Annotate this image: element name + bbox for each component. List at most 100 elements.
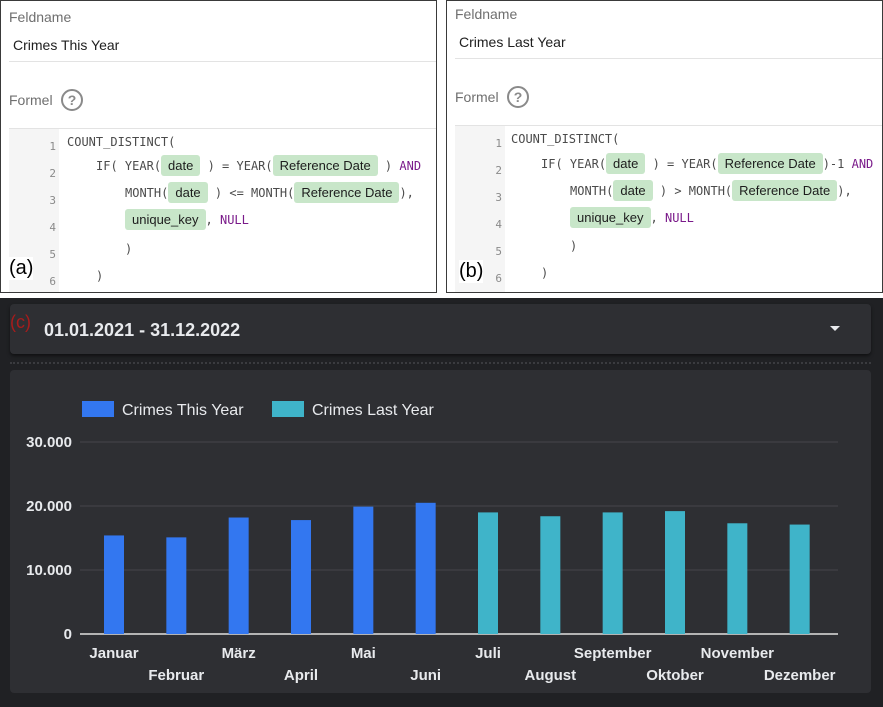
field-chip-unique-key[interactable]: unique_key <box>570 207 651 228</box>
code-line-1: COUNT_DISTINCT( <box>511 132 619 146</box>
formula-panel-b: Feldname Crimes Last Year Formel ? 1 2 3… <box>446 0 883 293</box>
field-name-label: Feldname <box>9 9 72 25</box>
line-number: 3 <box>495 191 502 204</box>
x-tick-label: April <box>284 667 318 684</box>
field-name-label: Feldname <box>455 6 518 22</box>
formula-editor[interactable]: 1 2 3 4 5 6 COUNT_DISTINCT( IF( YEAR(dat… <box>9 128 436 292</box>
code-token: ) <box>96 269 104 283</box>
field-chip-reference-date[interactable]: Reference Date <box>272 155 378 176</box>
code-token: ) <box>384 159 393 173</box>
code-line-4: unique_key, NULL <box>125 209 249 230</box>
formula-editor[interactable]: 1 2 3 4 5 6 COUNT_DISTINCT( IF( YEAR(dat… <box>455 125 882 292</box>
code-token: ) <= MONTH( <box>214 186 295 200</box>
line-number: 2 <box>495 164 502 177</box>
code-line-6: ) <box>541 266 548 280</box>
keyword-and: AND <box>851 157 874 171</box>
code-line-5: ) <box>125 242 132 256</box>
line-number: 2 <box>49 167 56 180</box>
field-chip-reference-date[interactable]: Reference Date <box>732 180 838 201</box>
legend-label: Crimes This Year <box>122 402 244 419</box>
x-tick-label: Juni <box>410 667 441 684</box>
field-name-input[interactable]: Crimes This Year <box>13 37 120 53</box>
help-icon[interactable]: ? <box>507 86 529 108</box>
line-number: 6 <box>495 272 502 285</box>
line-number: 4 <box>49 221 56 234</box>
code-token: ) = YEAR( <box>207 159 273 173</box>
x-tick-label: Oktober <box>646 667 704 684</box>
bar <box>665 511 685 634</box>
code-line-3: MONTH(date ) > MONTH(Reference Date), <box>570 180 852 201</box>
y-tick-label: 0 <box>64 626 72 643</box>
bar <box>478 512 498 634</box>
date-range-selector[interactable]: 01.01.2021 - 31.12.2022 <box>10 304 871 354</box>
code-token: IF( <box>96 159 118 173</box>
code-token: IF( <box>541 157 563 171</box>
code-token: MONTH( <box>570 184 614 198</box>
field-chip-unique-key[interactable]: unique_key <box>125 209 206 230</box>
divider <box>9 61 436 62</box>
code-token: ) <box>541 266 549 280</box>
x-tick-label: Februar <box>148 667 204 684</box>
code-token: ) <box>570 239 578 253</box>
field-chip-date[interactable]: date <box>613 180 653 201</box>
code-line-4: unique_key, NULL <box>570 207 694 228</box>
panel-tag-b: (b) <box>459 260 484 283</box>
code-token: , <box>650 211 658 225</box>
code-line-2: IF( YEAR(date ) = YEAR(Reference Date ) … <box>96 155 421 176</box>
line-number: 5 <box>495 245 502 258</box>
line-number: 4 <box>495 218 502 231</box>
code-token: ) > MONTH( <box>659 184 733 198</box>
panel-tag-a: (a) <box>9 257 34 280</box>
code-token: )-1 <box>822 157 845 171</box>
code-token: COUNT_DISTINCT( <box>511 132 620 146</box>
x-tick-label: November <box>701 645 775 662</box>
bar <box>166 537 187 634</box>
code-token: MONTH( <box>125 186 169 200</box>
y-tick-label: 30.000 <box>26 434 72 451</box>
line-number: 1 <box>495 137 502 150</box>
code-line-1: COUNT_DISTINCT( <box>67 135 175 149</box>
report-panel-c: 01.01.2021 - 31.12.2022 (c) 0 10.000 20.00… <box>0 298 883 707</box>
legend-swatch <box>82 401 114 417</box>
code-token: YEAR( <box>124 159 162 173</box>
code-token: ) = YEAR( <box>652 157 718 171</box>
x-tick-label: Juli <box>475 645 501 662</box>
line-number: 5 <box>49 248 56 261</box>
y-tick-label: 10.000 <box>26 562 72 579</box>
code-line-2: IF( YEAR(date ) = YEAR(Reference Date)-1… <box>541 153 873 174</box>
field-chip-date[interactable]: date <box>606 153 646 174</box>
formula-label: Formel <box>455 89 499 105</box>
field-chip-reference-date[interactable]: Reference Date <box>294 182 400 203</box>
caret-down-icon[interactable] <box>830 326 840 331</box>
help-icon[interactable]: ? <box>61 89 83 111</box>
bar-chart: 0 10.000 20.000 30.000 Crimes This Year Crime… <box>10 370 871 693</box>
bar <box>415 502 436 634</box>
divider <box>10 362 871 364</box>
x-tick-label: Dezember <box>764 667 836 684</box>
field-chip-reference-date[interactable]: Reference Date <box>717 153 823 174</box>
legend-label: Crimes Last Year <box>312 402 435 419</box>
code-token: , <box>205 213 213 227</box>
bar <box>727 523 748 634</box>
code-token: YEAR( <box>569 157 607 171</box>
chart-svg: 0 10.000 20.000 30.000 Crimes This Year Crime… <box>26 401 838 684</box>
legend-swatch <box>272 401 304 417</box>
code-token: COUNT_DISTINCT( <box>67 135 176 149</box>
bar <box>789 524 810 634</box>
code-line-3: MONTH(date ) <= MONTH(Reference Date), <box>125 182 414 203</box>
line-number: 1 <box>49 140 56 153</box>
field-chip-date[interactable]: date <box>161 155 201 176</box>
x-tick-label: August <box>524 667 576 684</box>
field-name-input[interactable]: Crimes Last Year <box>459 34 566 50</box>
formula-panel-a: Feldname Crimes This Year Formel ? 1 2 3… <box>0 0 437 293</box>
x-tick-label: September <box>574 645 652 662</box>
keyword-null: NULL <box>219 213 249 227</box>
y-tick-label: 20.000 <box>26 498 72 515</box>
formula-label: Formel <box>9 92 53 108</box>
divider <box>455 58 882 59</box>
code-line-5: ) <box>570 239 577 253</box>
field-chip-date[interactable]: date <box>168 182 208 203</box>
keyword-and: AND <box>399 159 422 173</box>
line-number: 6 <box>49 275 56 288</box>
bar <box>602 512 623 634</box>
